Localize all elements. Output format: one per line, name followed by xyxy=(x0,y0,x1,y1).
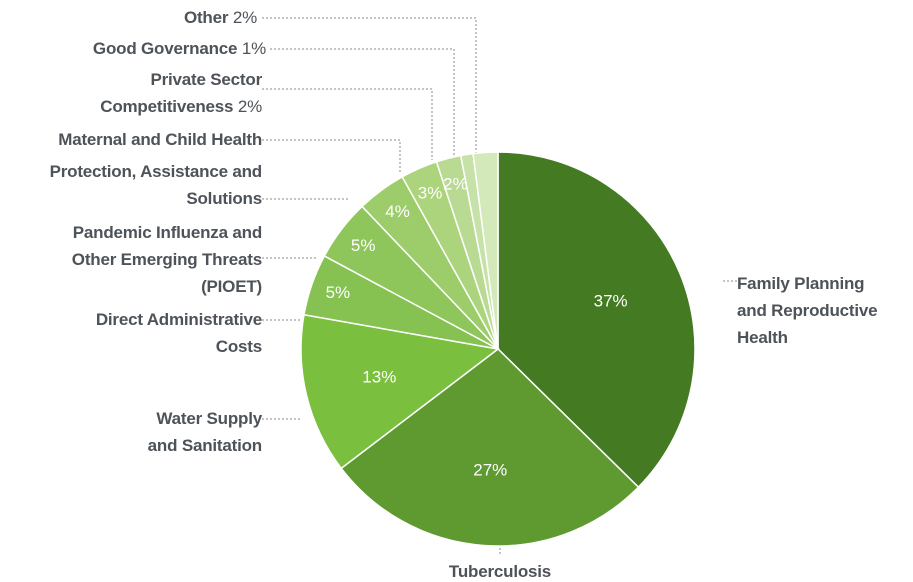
category-name: Private Sector Competitiveness xyxy=(100,70,262,116)
slice xyxy=(497,151,696,489)
category-label: Maternal and Child Health xyxy=(0,126,262,153)
category-name: Tuberculosis xyxy=(448,562,552,581)
category-label: Other 2% xyxy=(60,4,257,31)
category-name: Water Supply and Sanitation xyxy=(147,409,263,455)
category-label: Pandemic Influenza and Other Emerging Th… xyxy=(32,219,262,300)
category-percent: 2% xyxy=(232,8,257,27)
leader-line xyxy=(270,48,455,156)
category-label: Family Planning and Reproductive Health xyxy=(737,270,897,351)
category-label: Water Supply and Sanitation xyxy=(132,405,263,459)
category-name: Protection, Assistance and Solutions xyxy=(49,162,263,208)
leader-line xyxy=(262,17,477,153)
category-label: Private Sector Competitiveness 2% xyxy=(72,66,262,120)
slice-label: 13% xyxy=(362,367,396,386)
category-name: Good Governance xyxy=(92,39,238,58)
category-label: Tuberculosis xyxy=(400,558,600,582)
slices xyxy=(300,151,696,547)
slice-label: 5% xyxy=(351,236,376,255)
category-label: Direct Administrative Costs xyxy=(52,306,262,360)
category-name: Other xyxy=(183,8,229,27)
slice xyxy=(300,313,500,470)
category-name: Pandemic Influenza and Other Emerging Th… xyxy=(71,223,262,296)
category-label: Good Governance 1% xyxy=(20,35,266,62)
slice-label: 5% xyxy=(326,283,351,302)
category-name: Maternal and Child Health xyxy=(58,130,262,149)
category-percent: 2% xyxy=(237,97,262,116)
slice-label: 4% xyxy=(385,202,410,221)
slice-label: 27% xyxy=(473,460,507,479)
leader-line xyxy=(262,139,401,172)
slice xyxy=(340,348,640,547)
slice-label: 2% xyxy=(443,174,468,193)
slice xyxy=(472,151,499,350)
slice-label: 37% xyxy=(594,291,628,310)
slice-label: 3% xyxy=(418,183,443,202)
category-percent: 1% xyxy=(241,39,266,58)
leader-line xyxy=(262,88,433,160)
category-label: Protection, Assistance and Solutions xyxy=(42,158,263,212)
category-name: Direct Administrative Costs xyxy=(95,310,262,356)
category-name: Family Planning and Reproductive Health xyxy=(737,274,878,347)
